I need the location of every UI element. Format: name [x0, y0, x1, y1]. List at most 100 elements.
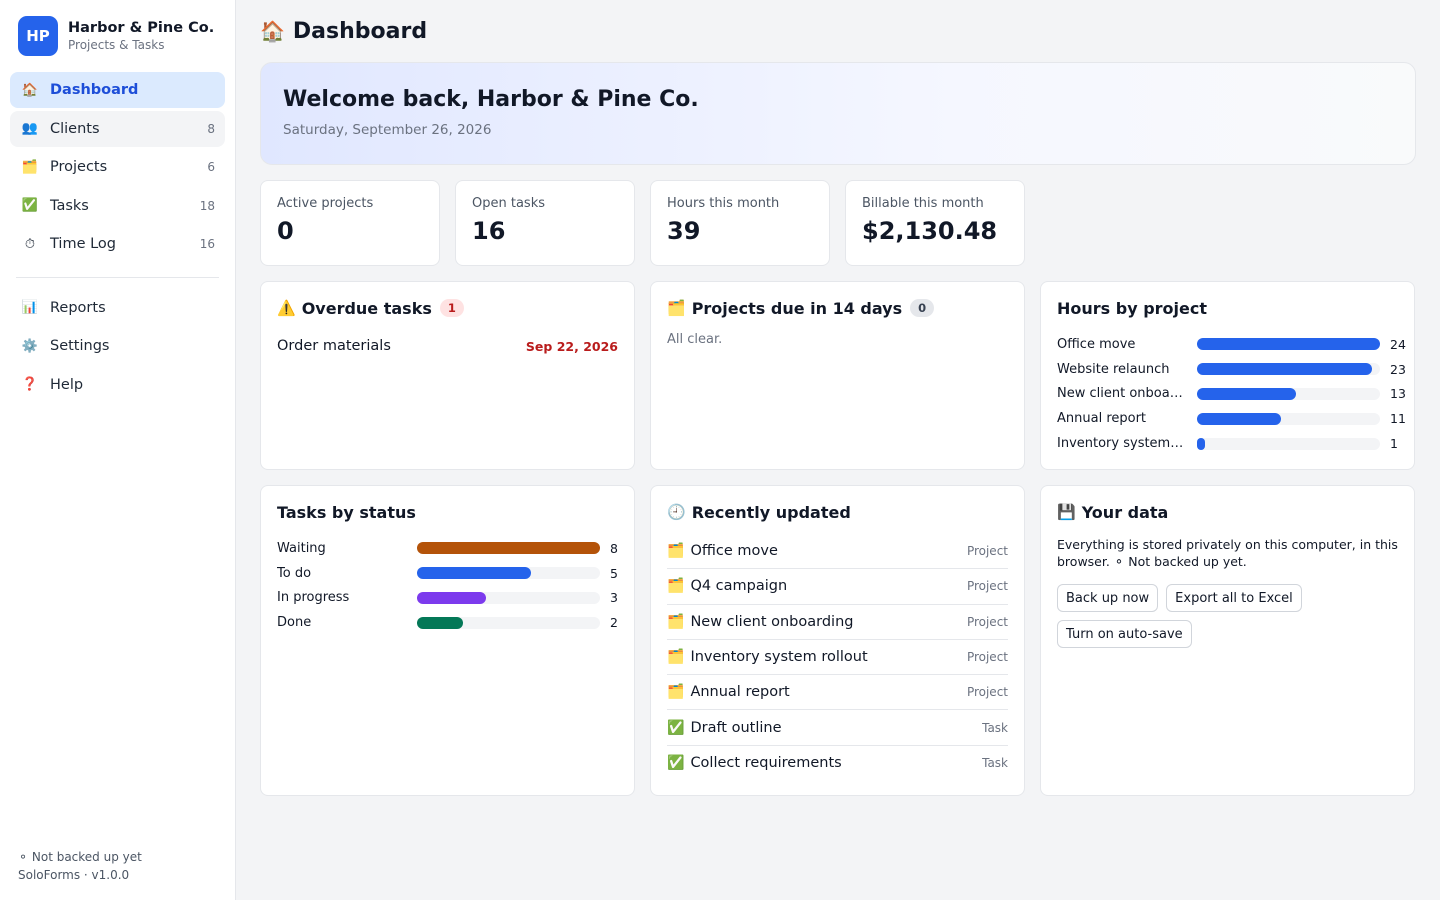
item-type: Project: [966, 685, 1008, 700]
welcome-banner: Welcome back, Harbor & Pine Co. Saturday…: [260, 62, 1416, 165]
item-name-text: Inventory system rollout: [690, 649, 868, 666]
bar-value: 23: [1390, 361, 1406, 377]
stat-billable-this-month: Billable this month $2,130.48: [845, 180, 1025, 266]
export-to-excel-button[interactable]: Export all to Excel: [1166, 584, 1302, 612]
home-icon: 🏠: [260, 19, 285, 43]
page-title: 🏠 Dashboard: [260, 16, 1416, 46]
brand-subtitle: Projects & Tasks: [68, 38, 165, 52]
stat-value: 0: [277, 217, 294, 245]
sidebar-item-projects[interactable]: 🗂️ Projects 6: [10, 149, 225, 185]
sidebar-item-tasks[interactable]: ✅ Tasks 18: [10, 188, 225, 224]
sidebar-item-label: Projects: [50, 159, 108, 175]
card-title: ⚠️ Overdue tasks 1: [277, 298, 618, 318]
bar-track: [417, 567, 600, 580]
bar-fill: [417, 542, 600, 555]
welcome-heading: Welcome back, Harbor & Pine Co.: [283, 87, 699, 112]
sidebar-item-label: Help: [50, 376, 84, 393]
card-title-text: Recently updated: [691, 502, 851, 522]
projects-due-card: 🗂️ Projects due in 14 days 0 All clear.: [650, 281, 1025, 470]
bar-value: 1: [1390, 436, 1398, 452]
card-title: 🗂️ Projects due in 14 days 0: [667, 298, 1008, 318]
auto-save-button[interactable]: Turn on auto-save: [1057, 620, 1192, 648]
list-item[interactable]: 🗂️ Q4 campaign Project: [667, 569, 1008, 605]
bar-track: [1197, 412, 1380, 425]
item-name: 🗂️ Inventory system rollout: [667, 649, 868, 665]
task-name: Order materials: [277, 338, 391, 354]
gear-icon: ⚙️: [21, 338, 39, 354]
empty-state-text: All clear.: [667, 332, 723, 347]
sidebar-item-clients[interactable]: 👥 Clients 8: [10, 110, 225, 147]
bar-track: [417, 616, 600, 629]
overdue-task-row[interactable]: Order materials Sep 22, 2026: [277, 338, 618, 354]
folder-icon: 🗂️: [667, 543, 685, 560]
checkmark-icon: ✅: [667, 719, 685, 736]
item-type: Task: [982, 756, 1008, 771]
sidebar-item-settings[interactable]: ⚙️ Settings: [10, 328, 225, 364]
due-date: Sep 22, 2026: [525, 338, 618, 354]
item-name: 🗂️ Office move: [667, 543, 778, 559]
bar-row: Done 2: [277, 610, 618, 635]
sidebar-item-label: Settings: [50, 338, 110, 354]
card-title: 🕘 Recently updated: [667, 502, 1008, 522]
bar-track: [1197, 437, 1380, 450]
item-name: 🗂️ Annual report: [667, 684, 790, 700]
sidebar-item-label: Dashboard: [50, 82, 139, 98]
card-title: Hours by project: [1057, 298, 1398, 318]
list-item[interactable]: 🗂️ Inventory system rollout Project: [667, 640, 1008, 676]
stat-label: Open tasks: [472, 196, 545, 211]
list-item[interactable]: 🗂️ New client onboarding Project: [667, 605, 1008, 640]
overdue-tasks-card: ⚠️ Overdue tasks 1 Order materials Sep 2…: [260, 281, 635, 470]
stats-row: Active projects 0 Open tasks 16 Hours th…: [260, 180, 1416, 266]
item-name-text: Q4 campaign: [690, 578, 788, 595]
list-item[interactable]: ✅ Draft outline Task: [667, 710, 1008, 746]
app-version: SoloForms · v1.0.0: [18, 868, 130, 882]
card-title: Tasks by status: [277, 502, 618, 522]
sidebar-item-count: 6: [207, 160, 215, 174]
folder-icon: 🗂️: [667, 649, 685, 666]
bar-label: Inventory system…: [1057, 436, 1184, 452]
bar-row: New client onboa… 13: [1057, 382, 1406, 407]
bar-value: 2: [610, 615, 618, 631]
sidebar-item-count: 18: [199, 198, 215, 213]
folder-icon: 🗂️: [667, 613, 685, 630]
folder-icon: 🗂️: [667, 299, 686, 317]
bar-label: To do: [277, 565, 312, 581]
secondary-nav: 📊 Reports ⚙️ Settings ❓ Help: [10, 290, 225, 406]
sidebar-item-help[interactable]: ❓ Help: [10, 367, 225, 403]
list-item[interactable]: 🗂️ Annual report Project: [667, 675, 1008, 711]
bar-value: 13: [1390, 386, 1406, 402]
nav-divider: [16, 276, 219, 278]
bar-label: Waiting: [277, 540, 326, 556]
bar-label: Website relaunch: [1057, 361, 1170, 377]
sidebar-item-reports[interactable]: 📊 Reports: [10, 290, 225, 326]
bar-value: 8: [610, 540, 618, 556]
sidebar-item-dashboard[interactable]: 🏠 Dashboard: [10, 72, 225, 108]
bar-label: Done: [277, 615, 312, 631]
list-item[interactable]: ✅ Collect requirements Task: [667, 746, 1008, 781]
bar-fill: [1197, 363, 1373, 376]
back-up-now-button[interactable]: Back up now: [1057, 584, 1159, 612]
stat-label: Hours this month: [667, 196, 780, 211]
sidebar-footer: ⚬ Not backed up yet SoloForms · v1.0.0: [18, 848, 142, 884]
primary-nav: 🏠 Dashboard 👥 Clients 8 🗂️ Projects 6 ✅ …: [10, 72, 225, 265]
stat-value: $2,130.48: [862, 217, 998, 245]
bar-fill: [417, 616, 463, 629]
sidebar-item-time-log[interactable]: ⏱ Time Log 16: [10, 226, 225, 262]
bar-value: 24: [1390, 336, 1406, 352]
bar-row: In progress 3: [277, 586, 618, 611]
card-title-text: Overdue tasks: [301, 298, 432, 318]
dashboard-grid: ⚠️ Overdue tasks 1 Order materials Sep 2…: [260, 281, 1416, 796]
bar-label: Office move: [1057, 336, 1136, 352]
list-item[interactable]: 🗂️ Office move Project: [667, 534, 1008, 570]
tasks-by-status-card: Tasks by status Waiting 8 To do 5 In progres…: [260, 485, 635, 796]
people-icon: 👥: [21, 121, 39, 136]
sidebar: HP Harbor & Pine Co. Projects & Tasks 🏠 …: [0, 0, 236, 900]
bar-label: New client onboa…: [1057, 386, 1183, 402]
stat-label: Active projects: [277, 196, 374, 211]
bar-row: Website relaunch 23: [1057, 357, 1406, 382]
data-actions: Back up now Export all to Excel Turn on …: [1057, 584, 1398, 648]
checkmark-icon: ✅: [667, 755, 685, 772]
item-name-text: Collect requirements: [690, 755, 842, 772]
page-title-text: Dashboard: [292, 18, 428, 44]
item-name-text: New client onboarding: [690, 613, 854, 630]
